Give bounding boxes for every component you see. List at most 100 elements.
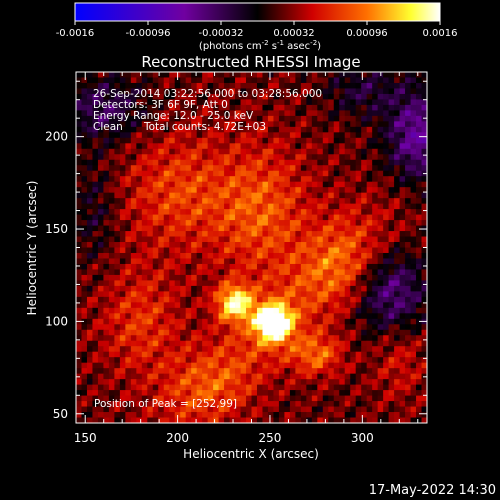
heatmap-cell [119,242,126,248]
heatmap-cell [125,324,132,331]
heatmap-cell [191,242,198,248]
heatmap-cell [311,324,318,331]
heatmap-cell [108,121,115,128]
heatmap-cell [399,357,406,364]
heatmap-cell [416,335,422,342]
heatmap-cell [229,247,236,254]
heatmap-cell [180,121,187,128]
heatmap-cell [185,187,192,194]
heatmap-cell [119,340,126,347]
heatmap-cell [119,346,126,353]
heatmap-cell [163,417,170,423]
heatmap-cell [295,390,302,396]
heatmap-cell [180,110,187,117]
heatmap-cell [251,214,258,221]
heatmap-cell [97,154,104,161]
heatmap-cell [289,209,296,215]
heatmap-cell [388,406,395,413]
heatmap-cell [289,263,296,270]
heatmap-cell [421,280,427,287]
heatmap-cell [421,231,427,237]
heatmap-cell [284,412,291,418]
heatmap-cell [185,99,192,106]
heatmap-cell [256,203,263,210]
heatmap-cell [180,93,187,100]
heatmap-cell [240,335,247,342]
heatmap-cell [344,324,351,331]
heatmap-cell [246,99,252,106]
heatmap-cell [224,88,230,95]
heatmap-cell [97,231,104,237]
heatmap-cell [284,126,291,133]
heatmap-cell [416,104,422,111]
heatmap-cell [246,269,252,276]
heatmap-cell [169,104,176,111]
heatmap-cell [235,401,241,407]
heatmap-cell [81,263,88,270]
heatmap-cell [202,82,209,89]
heatmap-cell [350,373,357,380]
heatmap-cell [333,307,340,314]
heatmap-cell [103,285,110,292]
heatmap-cell [306,318,313,325]
heatmap-cell [295,110,302,117]
heatmap-cell [108,269,115,276]
heatmap-cell [185,351,192,358]
heatmap-cell [278,324,285,331]
heatmap-cell [328,368,335,375]
heatmap-cell [180,231,187,237]
heatmap-cell [322,99,329,106]
heatmap-cell [278,214,285,221]
heatmap-cell [328,285,335,292]
heatmap-cell [410,176,417,183]
heatmap-cell [278,77,285,84]
heatmap-cell [383,269,390,276]
heatmap-cell [339,252,346,259]
heatmap-cell [383,406,390,413]
heatmap-cell [191,285,198,292]
heatmap-cell [388,220,395,226]
heatmap-cell [103,137,110,144]
heatmap-cell [174,181,181,188]
heatmap-cell [317,373,324,380]
heatmap-cell [262,137,269,144]
heatmap-cell [108,351,115,358]
heatmap-cell [377,384,384,391]
heatmap-cell [372,340,379,347]
heatmap-cell [103,82,110,89]
heatmap-cell [240,379,247,386]
heatmap-cell [114,252,121,259]
heatmap-cell [92,346,99,353]
heatmap-cell [421,362,427,369]
heatmap-cell [108,384,115,391]
heatmap-cell [103,93,110,100]
heatmap-cell [229,252,236,259]
heatmap-cell [240,346,247,353]
heatmap-cell [394,214,400,221]
heatmap-cell [246,231,252,237]
heatmap-cell [174,247,181,254]
heatmap-cell [180,296,187,303]
heatmap-cell [196,231,203,237]
heatmap-cell [383,203,390,210]
heatmap-cell [328,154,335,161]
heatmap-cell [76,351,82,358]
heatmap-cell [152,198,159,205]
heatmap-cell [196,115,203,122]
heatmap-cell [344,401,351,407]
heatmap-cell [311,384,318,391]
heatmap-cell [86,77,93,84]
heatmap-cell [273,148,280,155]
heatmap-cell [416,247,422,254]
heatmap-cell [350,236,357,243]
heatmap-cell [317,351,324,358]
heatmap-cell [114,258,121,265]
heatmap-cell [86,274,93,281]
heatmap-cell [388,115,395,122]
heatmap-cell [92,170,99,177]
heatmap-cell [311,225,318,232]
heatmap-cell [317,93,324,100]
heatmap-cell [240,351,247,358]
heatmap-cell [191,209,198,215]
heatmap-cell [119,99,126,106]
